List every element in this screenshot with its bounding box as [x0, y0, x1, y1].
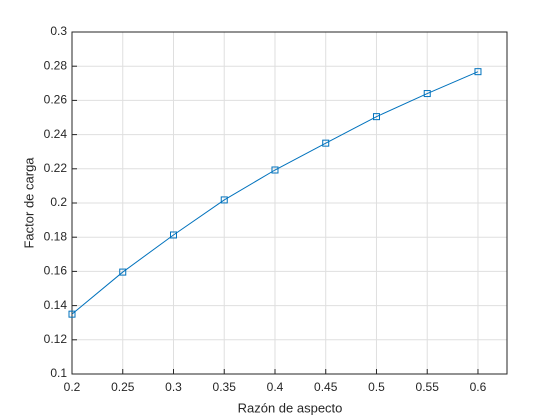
x-tick-label: 0.35: [213, 380, 237, 394]
data-marker: [423, 90, 431, 98]
y-tick-label: 0.14: [44, 298, 68, 312]
x-tick-label: 0.25: [111, 380, 135, 394]
data-marker: [322, 139, 330, 147]
y-axis-label: Factor de carga: [21, 157, 36, 249]
y-tick-label: 0.16: [44, 264, 68, 278]
y-tick-label: 0.24: [44, 127, 68, 141]
x-tick-label: 0.55: [416, 380, 440, 394]
data-marker: [372, 113, 380, 121]
x-tick-label: 0.2: [64, 380, 81, 394]
y-tick-label: 0.3: [50, 24, 67, 38]
y-tick-label: 0.1: [50, 366, 67, 380]
data-marker: [68, 310, 76, 318]
y-tick-label: 0.26: [44, 93, 68, 107]
x-tick-label: 0.3: [165, 380, 182, 394]
x-tick-label: 0.5: [368, 380, 385, 394]
y-tick-label: 0.22: [44, 161, 68, 175]
x-tick-label: 0.45: [314, 380, 338, 394]
x-tick-label: 0.4: [267, 380, 284, 394]
data-marker: [220, 196, 228, 204]
data-line: [71, 71, 479, 315]
plot-box: [71, 31, 508, 375]
y-tick-label: 0.2: [50, 195, 67, 209]
data-marker: [271, 166, 279, 174]
y-tick-label: 0.28: [44, 58, 68, 72]
x-axis-label: Razón de aspecto: [238, 400, 343, 415]
data-marker: [169, 231, 177, 239]
y-tick-label: 0.12: [44, 332, 68, 346]
y-tick-label: 0.18: [44, 229, 68, 243]
data-marker: [474, 68, 482, 76]
data-marker: [119, 268, 127, 276]
x-tick-label: 0.6: [470, 380, 487, 394]
